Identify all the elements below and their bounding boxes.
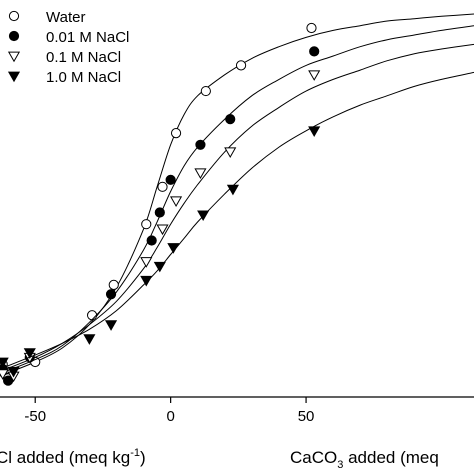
series-3-point-7 [194, 168, 207, 180]
series-4-point-7 [153, 261, 166, 273]
series-3-point-5 [156, 224, 169, 236]
series-3-point-8 [224, 147, 237, 159]
series-1-point-8 [170, 128, 182, 139]
series-3-point-9 [308, 70, 321, 81]
legend-marker-3 [7, 51, 21, 63]
x-axis-label-right-end: added (meq [343, 448, 438, 467]
x-axis-label-left-text: Cl added (meq kg [0, 448, 130, 467]
x-tick-label: 50 [298, 408, 315, 425]
series-4-point-5 [104, 320, 118, 331]
x-ticks: -50 0 50 [24, 397, 314, 425]
series-4-point-8 [167, 243, 180, 254]
series-1-point-11 [306, 22, 317, 34]
series-2-point-8 [195, 139, 206, 150]
series-1-point-10 [235, 60, 247, 71]
series-2-point-9 [225, 114, 236, 125]
legend-label-4: 1.0 M NaCl [46, 69, 121, 86]
legend-label-3: 0.1 M NaCl [46, 49, 121, 66]
series-3 [0, 43, 474, 383]
x-axis-label-left-sup: -1 [130, 447, 140, 459]
series-4-point-10 [226, 184, 239, 196]
series-2-fit-line [0, 25, 474, 375]
x-axis-label-left: Cl added (meq kg-1) [0, 447, 146, 467]
series-4-point-2 [7, 366, 20, 378]
plot-area [0, 13, 474, 386]
series-4-point-11 [308, 126, 321, 137]
series-1-point-5 [108, 279, 119, 291]
series-2-point-10 [309, 46, 320, 57]
series-3-fit-line [0, 43, 474, 372]
series-4-fit-line [0, 71, 474, 370]
x-tick-label: -50 [24, 408, 46, 425]
series-2-point-4 [105, 289, 117, 300]
series-3-point-1 [0, 369, 9, 380]
series-2-point-7 [165, 174, 176, 185]
legend-marker-4 [7, 71, 21, 83]
legend: Water 0.01 M NaCl 0.1 M NaCl 1.0 M NaCl [7, 9, 129, 86]
series-3-point-4 [140, 257, 153, 268]
legend-label-1: Water [46, 9, 85, 26]
x-tick-label: 0 [166, 408, 174, 425]
series-1-fit-line [0, 13, 474, 377]
series-4-point-1 [0, 357, 9, 369]
legend-marker-1 [8, 10, 20, 22]
x-axis-label-right-text: CaCO [290, 448, 337, 467]
legend-marker-2 [8, 30, 20, 42]
series-1-point-7 [157, 181, 168, 192]
series-4-point-9 [197, 210, 210, 222]
series-4 [0, 71, 474, 378]
x-axis-label-left-end: ) [140, 448, 146, 467]
x-axis-label-right: CaCO3 added (meq [290, 448, 439, 471]
series-1-point-4 [86, 310, 98, 321]
series-4-point-4 [83, 334, 96, 345]
x-axis-label-right-sub: 3 [337, 459, 343, 471]
series-3-point-6 [169, 196, 183, 208]
series-2-point-6 [154, 207, 165, 218]
series-4-point-3 [23, 348, 36, 359]
legend-label-2: 0.01 M NaCl [46, 29, 129, 46]
series-1-point-9 [200, 85, 211, 97]
series-4-point-6 [140, 275, 153, 287]
series-2-point-5 [146, 235, 157, 246]
series-1-point-6 [141, 219, 152, 230]
